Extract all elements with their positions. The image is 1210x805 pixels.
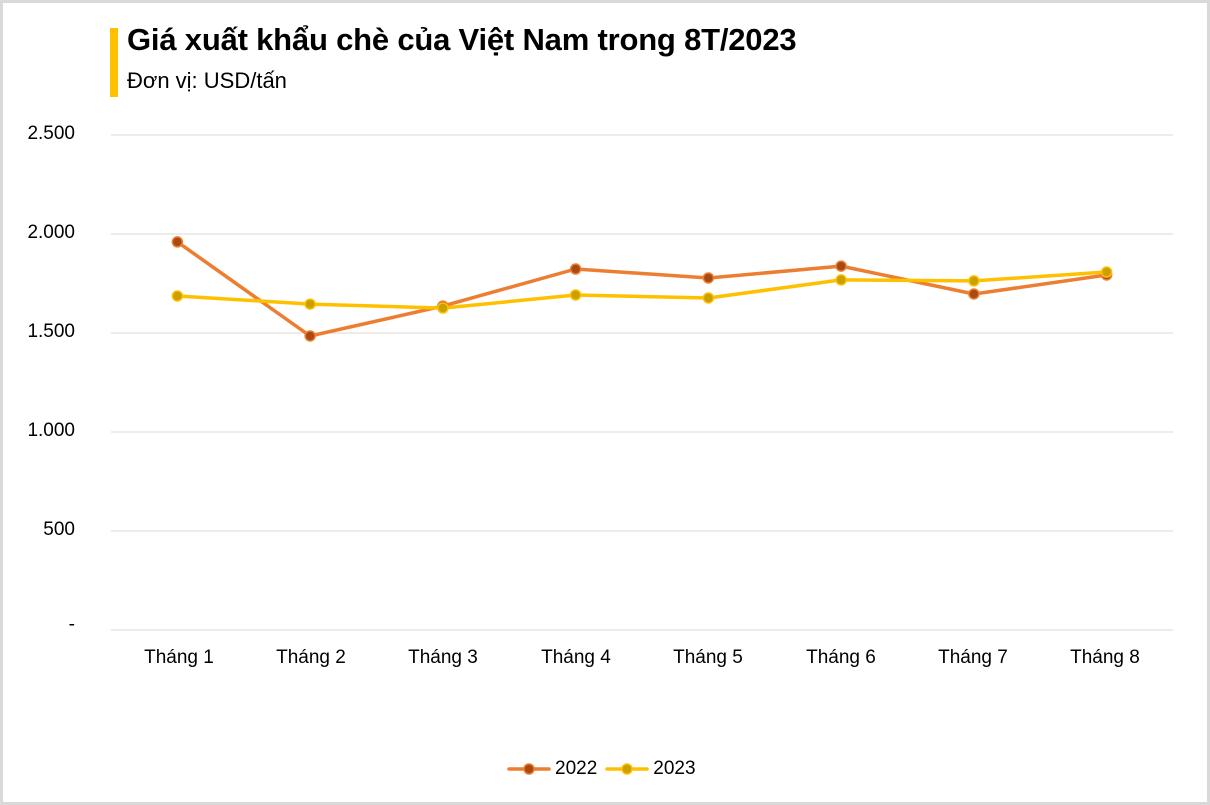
gridlines [111, 134, 1173, 631]
data-point-marker [968, 288, 980, 300]
legend-label: 2023 [653, 758, 696, 779]
data-point-marker [835, 274, 847, 286]
x-tick-label: Tháng 8 [1070, 647, 1140, 668]
data-point-marker [171, 290, 184, 302]
data-point-marker [569, 289, 582, 301]
series-line [175, 240, 1109, 338]
series-layer [171, 236, 1113, 342]
data-point-marker [304, 330, 316, 342]
y-tick-label: 2.000 [27, 222, 75, 243]
y-tick-label: - [68, 614, 75, 635]
data-point-marker [171, 236, 184, 248]
title-accent-bar [110, 28, 118, 97]
series-2022 [171, 236, 1113, 342]
series-2023 [171, 266, 1113, 314]
data-point-marker [968, 275, 980, 287]
data-point-marker [1100, 266, 1113, 278]
line-marker-icon [507, 763, 551, 775]
y-tick-label: 500 [43, 519, 75, 540]
data-point-marker [835, 260, 847, 272]
data-point-marker [304, 298, 316, 310]
y-tick-label: 1.000 [27, 420, 75, 441]
x-tick-label: Tháng 3 [408, 647, 478, 668]
x-tick-label: Tháng 5 [673, 647, 743, 668]
chart-legend: 2022 2023 [507, 758, 704, 780]
y-tick-label: 2.500 [27, 123, 75, 144]
x-tick-label: Tháng 4 [541, 647, 611, 668]
data-point-marker [569, 263, 582, 275]
series-line [175, 270, 1109, 310]
data-point-marker [437, 302, 449, 314]
data-point-marker [702, 272, 715, 284]
x-tick-label: Tháng 6 [806, 647, 876, 668]
chart-title: Giá xuất khẩu chè của Việt Nam trong 8T/… [127, 22, 797, 57]
y-tick-label: 1.500 [27, 321, 75, 342]
x-tick-label: Tháng 7 [938, 647, 1008, 668]
legend-item-2023: 2023 [605, 758, 696, 780]
legend-item-2022: 2022 [507, 758, 597, 780]
data-point-marker [702, 292, 715, 304]
x-tick-label: Tháng 2 [276, 647, 346, 668]
x-tick-label: Tháng 1 [144, 647, 214, 668]
chart-subtitle: Đơn vị: USD/tấn [127, 68, 287, 93]
legend-label: 2022 [555, 758, 598, 779]
line-marker-icon [605, 763, 650, 775]
